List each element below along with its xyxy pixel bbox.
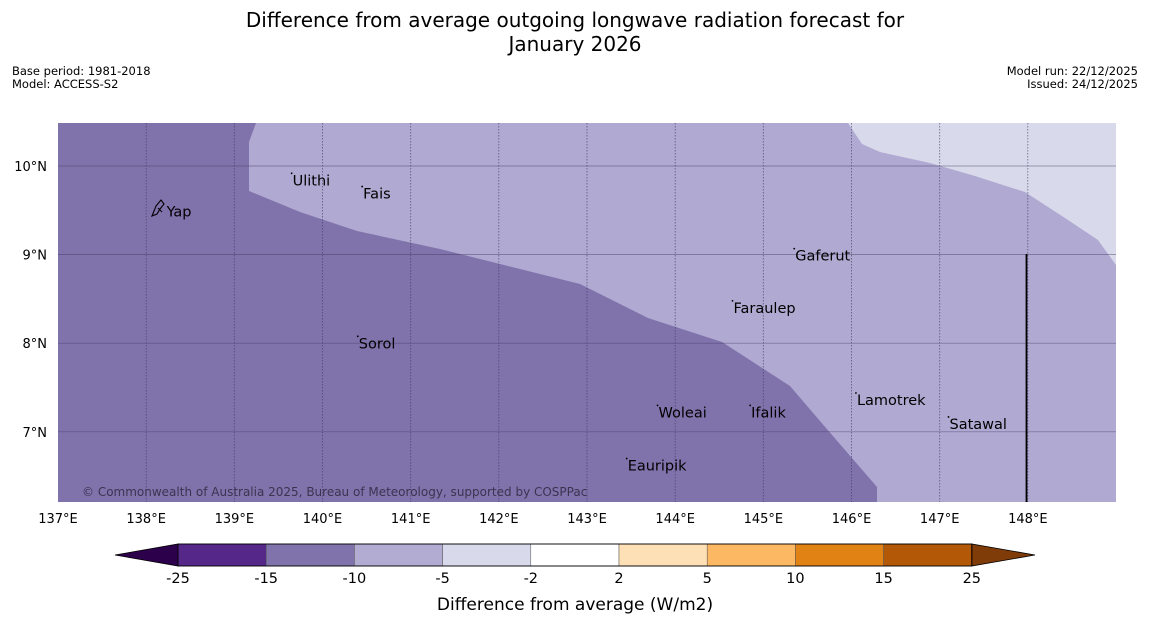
longitude-tick-label: 143°E (567, 512, 607, 527)
longitude-tick-label: 144°E (655, 512, 695, 527)
place-marker (855, 392, 857, 394)
colorbar-segment (265, 543, 355, 567)
place-marker (656, 404, 659, 407)
longitude-tick-label: 140°E (303, 512, 343, 527)
longitude-tick-label: 142°E (479, 512, 519, 527)
colorbar-segment (530, 543, 620, 567)
place-yap: Yap (166, 204, 192, 220)
longitude-tick-label: 145°E (744, 512, 784, 527)
place-label: Satawal (950, 417, 1007, 433)
latitude-tick-label: 10°N (14, 160, 47, 175)
place-ulithi: Ulithi (290, 172, 331, 189)
place-label: Woleai (659, 405, 707, 421)
longitude-tick-label: 147°E (920, 512, 960, 527)
place-marker (731, 299, 734, 302)
place-eauripik: Eauripik (625, 457, 687, 475)
map-panel: Yap Ulithi Fais Gaferut Faraulep Sorol Lamotre… (58, 123, 1116, 502)
yap-island-outline (151, 199, 165, 217)
place-fais: Fais (361, 185, 391, 203)
colorbar-frame (177, 543, 973, 567)
longitude-tick-labels: 137°E 138°E 139°E 140°E 141°E 142°E 143°E 144°E… (38, 512, 1047, 527)
place-satawal: Satawal (947, 416, 1007, 433)
colorbar-tick-label: -15 (254, 571, 278, 587)
title-line-1: Difference from average outgoing longwav… (245, 8, 905, 32)
colorbar-tick-label: -10 (343, 571, 367, 587)
colorbar-tick-label: -5 (435, 571, 449, 587)
place-gaferut: Gaferut (793, 247, 851, 265)
colorbar-segment (795, 543, 884, 567)
latitude-tick-label: 8°N (23, 337, 48, 352)
longitude-tick-label: 148°E (1008, 512, 1048, 527)
longitude-tick-label: 137°E (38, 512, 78, 527)
place-label: Eauripik (628, 459, 687, 475)
colorbar-extend-max (971, 543, 1036, 567)
colorbar-segment (442, 543, 532, 567)
longitude-gridlines (145, 123, 1029, 502)
colorbar-title: Difference from average (W/m2) (437, 595, 713, 615)
map-title: Difference from average outgoing longwav… (0, 8, 1150, 56)
anomaly-band-dark (58, 123, 877, 502)
place-label: Ulithi (293, 173, 331, 189)
colorbar-segment (706, 543, 796, 567)
place-label: Ifalik (751, 405, 786, 421)
place-label: Gaferut (795, 249, 850, 265)
issued-date: Issued: 24/12/2025 (1027, 76, 1138, 91)
title-line-2: January 2026 (508, 32, 642, 56)
place-label: Yap (166, 204, 192, 220)
colorbar-segment (177, 543, 267, 567)
place-marker (290, 172, 293, 175)
place-marker (947, 416, 950, 418)
colorbar-tick-label: 25 (963, 571, 981, 587)
latitude-tick-label: 9°N (23, 249, 48, 264)
place-marker (749, 404, 752, 407)
latitude-tick-labels: 10°N 9°N 8°N 7°N (14, 160, 47, 441)
place-label: Fais (363, 187, 390, 203)
colorbar-tick-label: 15 (874, 571, 892, 587)
places-layer: Yap Ulithi Fais Gaferut Faraulep Sorol Lamotre… (166, 172, 1007, 475)
place-marker (793, 247, 796, 250)
longitude-tick-label: 141°E (391, 512, 431, 527)
latitude-gridlines (58, 165, 1116, 433)
place-label: Lamotrek (857, 393, 926, 409)
longitude-tick-label: 138°E (126, 512, 166, 527)
colorbar-tick-label: -2 (524, 571, 538, 587)
base-period: Base period: 1981-2018 (12, 64, 151, 78)
place-label: Faraulep (734, 301, 796, 317)
place-sorol: Sorol (356, 335, 396, 352)
colorbar-tick-label: 5 (703, 571, 712, 587)
place-woleai: Woleai (656, 404, 707, 421)
model-run: Model run: 22/12/2025 (1006, 64, 1138, 78)
model-name: Model: ACCESS-S2 (12, 76, 119, 91)
place-marker (625, 457, 628, 460)
longitude-tick-label: 146°E (832, 512, 872, 527)
colorbar: -25 -15 -10 -5 -2 2 5 10 15 25 (114, 543, 1036, 587)
longitude-tick-label: 139°E (215, 512, 255, 527)
colorbar-extend-min (114, 543, 179, 567)
colorbar-segment (354, 543, 443, 567)
colorbar-segment (618, 543, 708, 567)
place-marker (356, 335, 359, 338)
colorbar-segment (883, 543, 973, 567)
place-label: Sorol (359, 336, 396, 352)
place-ifalik: Ifalik (749, 404, 786, 421)
metadata-left: Base period: 1981-2018 Model: ACCESS-S2 (12, 65, 151, 90)
copyright-notice: © Commonwealth of Australia 2025, Bureau… (82, 485, 587, 499)
metadata-right: Model run: 22/12/2025 Issued: 24/12/2025 (1007, 65, 1138, 90)
latitude-tick-label: 7°N (23, 426, 48, 441)
colorbar-tick-label: 2 (614, 571, 623, 587)
place-marker (361, 185, 364, 188)
place-faraulep: Faraulep (731, 299, 796, 317)
colorbar-tick-label: -25 (166, 571, 190, 587)
place-lamotrek: Lamotrek (855, 392, 926, 409)
colorbar-tick-label: 10 (786, 571, 804, 587)
